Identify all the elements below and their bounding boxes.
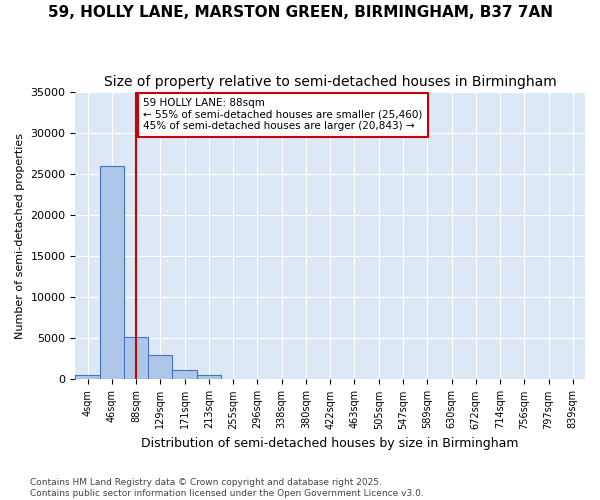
Text: 59 HOLLY LANE: 88sqm
← 55% of semi-detached houses are smaller (25,460)
45% of s: 59 HOLLY LANE: 88sqm ← 55% of semi-detac… xyxy=(143,98,423,132)
Text: Contains HM Land Registry data © Crown copyright and database right 2025.
Contai: Contains HM Land Registry data © Crown c… xyxy=(30,478,424,498)
Bar xyxy=(76,376,100,380)
Bar xyxy=(148,355,172,380)
Bar xyxy=(100,166,124,380)
Bar xyxy=(172,370,197,380)
X-axis label: Distribution of semi-detached houses by size in Birmingham: Distribution of semi-detached houses by … xyxy=(142,437,519,450)
Title: Size of property relative to semi-detached houses in Birmingham: Size of property relative to semi-detach… xyxy=(104,75,557,89)
Bar xyxy=(197,374,221,380)
Bar xyxy=(124,336,148,380)
Y-axis label: Number of semi-detached properties: Number of semi-detached properties xyxy=(15,132,25,338)
Text: 59, HOLLY LANE, MARSTON GREEN, BIRMINGHAM, B37 7AN: 59, HOLLY LANE, MARSTON GREEN, BIRMINGHA… xyxy=(47,5,553,20)
